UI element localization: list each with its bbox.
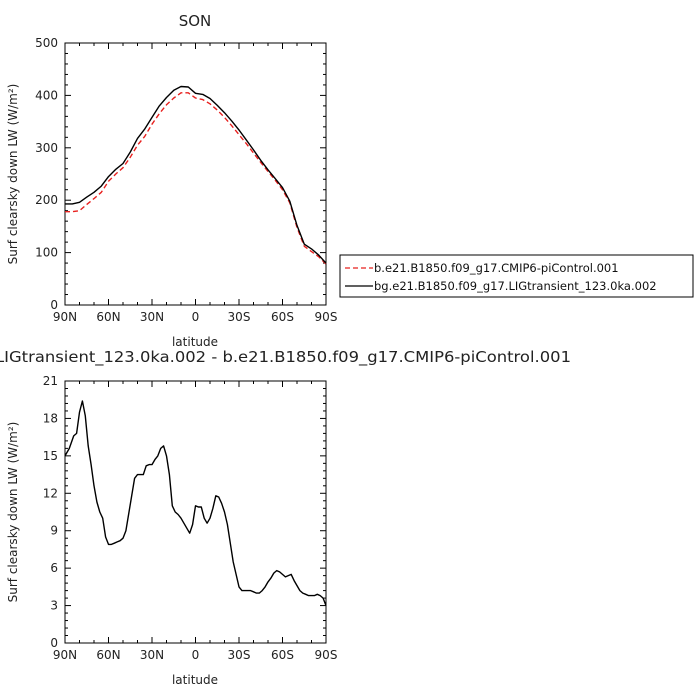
- bottom-xtick-label: 90S: [315, 648, 338, 662]
- top-chart-xlabel: latitude: [172, 335, 218, 349]
- top-panel: SON latitude Surf clearsky down LW (W/m²…: [6, 12, 337, 349]
- top-xtick-label: 60N: [96, 310, 120, 324]
- top-xtick-label: 90N: [53, 310, 77, 324]
- top-ytick-label: 500: [35, 36, 58, 50]
- top-xtick-label: 0: [192, 310, 200, 324]
- bottom-panel: LIGtransient_123.0ka.002 - b.e21.B1850.f…: [0, 348, 571, 687]
- bottom-ytick-label: 18: [43, 411, 58, 425]
- bottom-xtick-label: 30N: [140, 648, 164, 662]
- bottom-ytick-label: 3: [50, 599, 58, 613]
- top-ytick-label: 400: [35, 88, 58, 102]
- legend-box: [339, 254, 694, 298]
- top-ytick-label: 0: [50, 298, 58, 312]
- top-series-line-0: [65, 92, 327, 265]
- bottom-xtick-label: 60N: [96, 648, 120, 662]
- bottom-ytick-label: 12: [43, 486, 58, 500]
- top-chart-ylabel: Surf clearsky down LW (W/m²): [6, 84, 20, 265]
- bottom-xtick-label: 0: [192, 648, 200, 662]
- bottom-ytick-label: 9: [50, 524, 58, 538]
- legend-label-ligtransient: bg.e21.B1850.f09_g17.LIGtransient_123.0k…: [374, 279, 657, 293]
- bottom-chart-xlabel: latitude: [172, 673, 218, 687]
- top-plot-frame: [64, 42, 327, 306]
- bottom-plot-frame: [64, 380, 327, 644]
- top-ytick-label: 300: [35, 141, 58, 155]
- bottom-series-line-0: [64, 400, 327, 606]
- bottom-ytick-label: 0: [50, 636, 58, 650]
- top-ytick-label: 100: [35, 246, 58, 260]
- top-xtick-label: 90S: [315, 310, 338, 324]
- bottom-ytick-label: 6: [50, 561, 58, 575]
- bottom-xtick-label: 90N: [53, 648, 77, 662]
- bottom-xtick-label: 60S: [271, 648, 294, 662]
- top-ytick-label: 200: [35, 193, 58, 207]
- top-legend: b.e21.B1850.f09_g17.CMIP6-piControl.001 …: [339, 254, 694, 298]
- top-xtick-label: 60S: [271, 310, 294, 324]
- bottom-chart-title: LIGtransient_123.0ka.002 - b.e21.B1850.f…: [0, 348, 571, 367]
- top-chart-title: SON: [179, 12, 212, 30]
- top-series-line-1: [65, 85, 327, 264]
- bottom-ytick-label: 15: [43, 449, 58, 463]
- bottom-ytick-label: 21: [43, 374, 58, 388]
- legend-label-control: b.e21.B1850.f09_g17.CMIP6-piControl.001: [374, 261, 619, 275]
- top-xtick-label: 30N: [140, 310, 164, 324]
- bottom-chart-ylabel: Surf clearsky down LW (W/m²): [6, 422, 20, 603]
- bottom-xtick-label: 30S: [228, 648, 251, 662]
- top-xtick-label: 30S: [228, 310, 251, 324]
